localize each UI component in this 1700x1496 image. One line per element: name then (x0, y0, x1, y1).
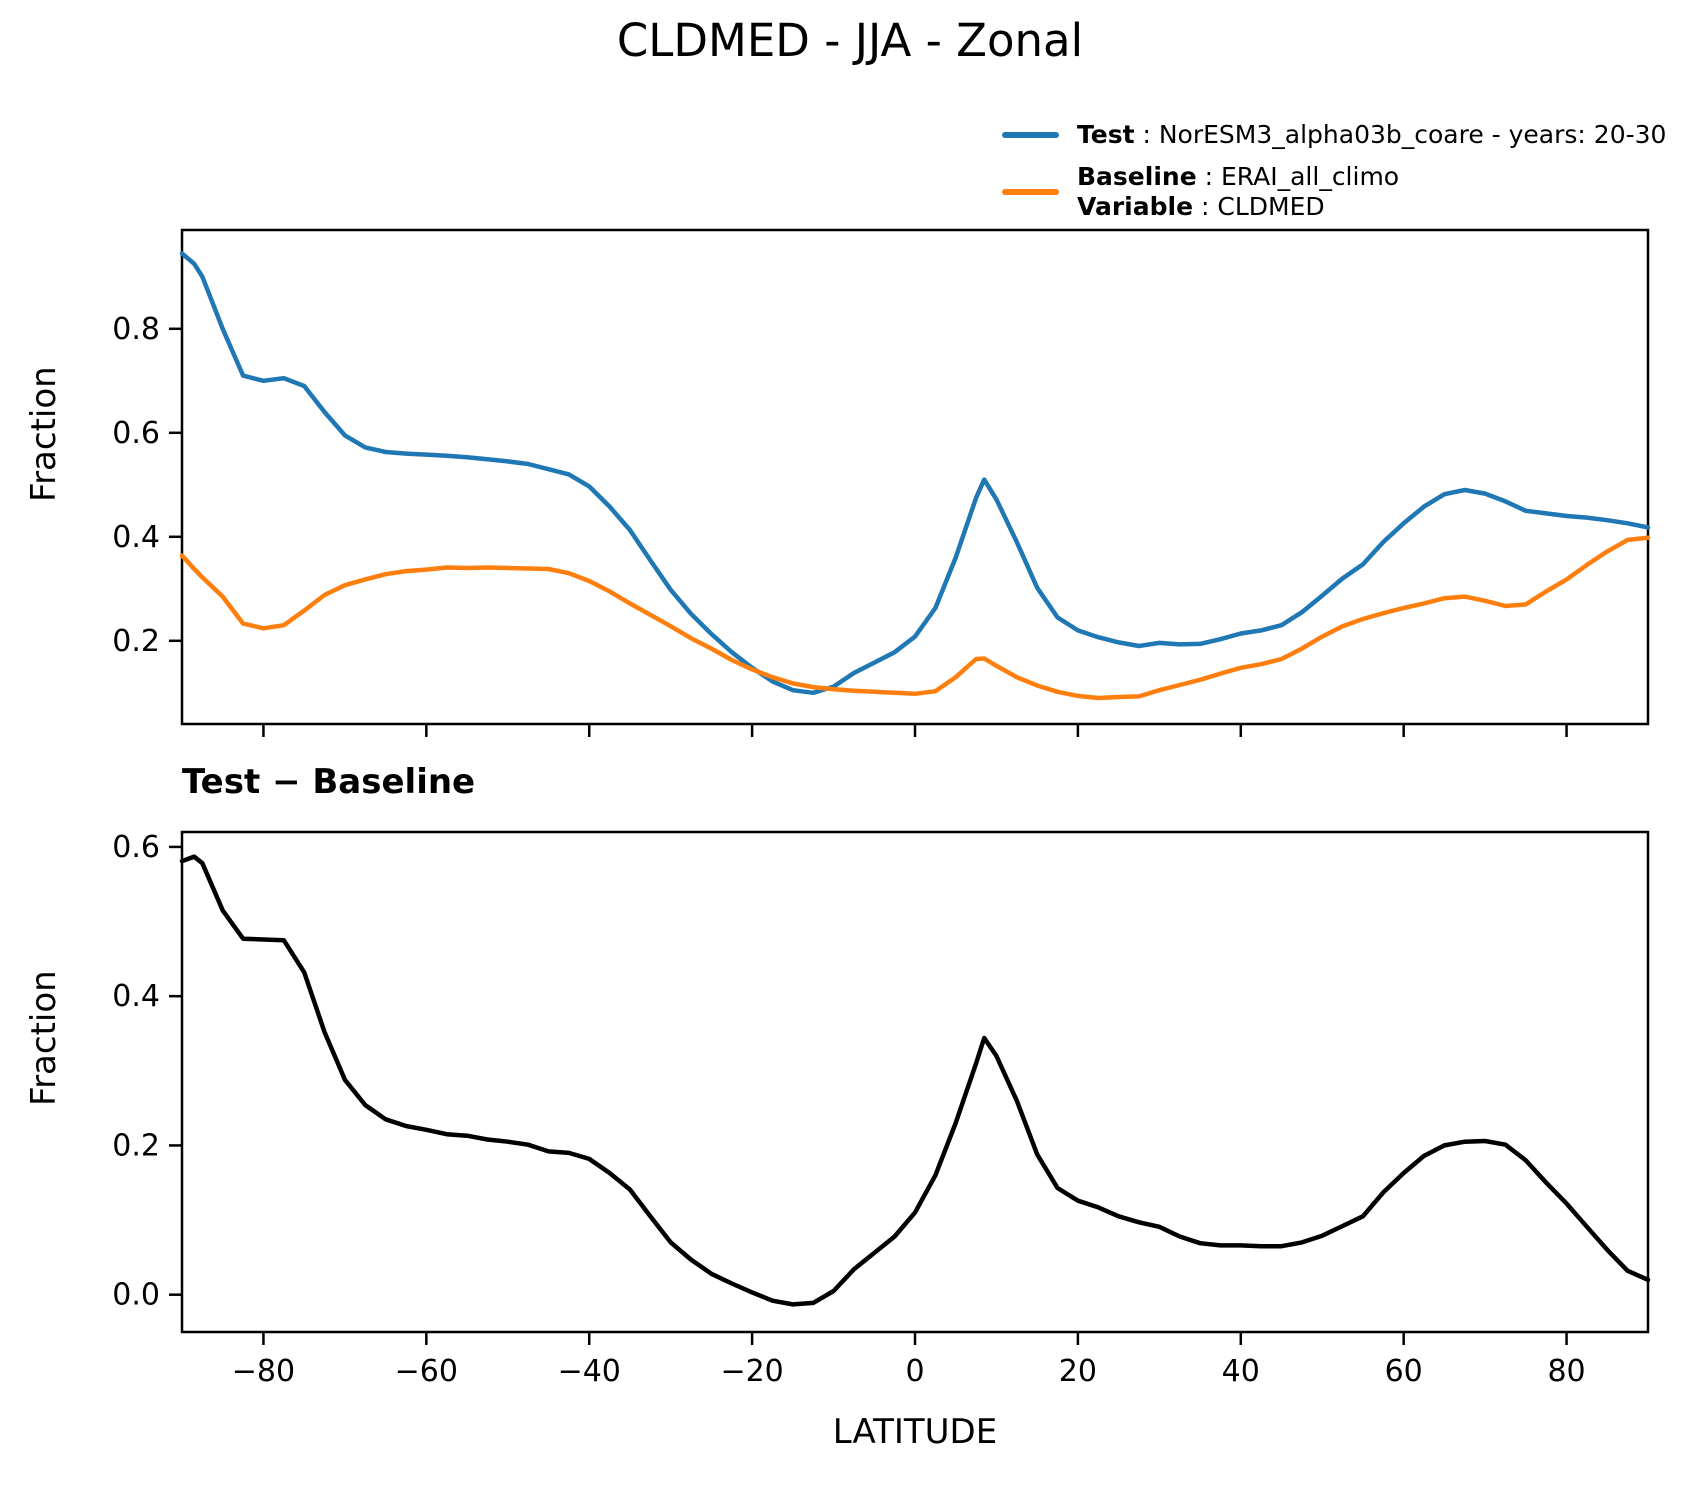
top-y-axis-label: Fraction (24, 366, 64, 502)
legend-test-value: : NorESM3_alpha03b_coare - years: 20-30 (1134, 120, 1667, 149)
top-panel-ytick-label: 0.6 (112, 416, 160, 451)
test-line-swatch (1002, 132, 1059, 138)
legend-baseline-keyword: Baseline (1077, 162, 1197, 191)
bottom-panel-ytick-label: 0.6 (112, 830, 160, 865)
legend: Test : NorESM3_alpha03b_coare - years: 2… (1002, 120, 1666, 234)
figure-title: CLDMED - JJA - Zonal (616, 14, 1084, 67)
top-panel-ytick-label: 0.8 (112, 312, 160, 347)
bottom-panel-xtick-label: −80 (232, 1354, 295, 1389)
legend-baseline-line: Baseline : ERAI_all_climo (1077, 162, 1399, 192)
bottom-panel-xtick-label: 60 (1385, 1354, 1423, 1389)
bottom-panel-xtick-label: −60 (395, 1354, 458, 1389)
legend-variable-value: : CLDMED (1193, 192, 1325, 221)
legend-test-keyword: Test (1077, 120, 1135, 149)
bottom-panel-xtick-label: −40 (558, 1354, 621, 1389)
bottom-panel-frame (180, 830, 1650, 1334)
bottom-y-axis-label: Fraction (24, 970, 64, 1106)
bottom-panel-ytick-label: 0.0 (112, 1278, 160, 1313)
top-panel-ytick-label: 0.2 (112, 624, 160, 659)
bottom-panel-xtick-label: 20 (1059, 1354, 1097, 1389)
top-panel-frame (180, 228, 1650, 726)
bottom-panel-ytick-label: 0.4 (112, 979, 160, 1014)
baseline-line-swatch (1002, 189, 1059, 195)
legend-item-test: Test : NorESM3_alpha03b_coare - years: 2… (1002, 120, 1666, 150)
top-panel-series-1 (179, 535, 1651, 701)
bottom-panel-xtick-label: 0 (905, 1354, 924, 1389)
legend-baseline-value: : ERAI_all_climo (1196, 162, 1400, 191)
legend-variable-keyword: Variable (1077, 192, 1194, 221)
legend-test-label: Test : NorESM3_alpha03b_coare - years: 2… (1077, 120, 1666, 150)
bottom-panel-xtick-label: −20 (720, 1354, 783, 1389)
bottom-panel-xtick-label: 80 (1547, 1354, 1585, 1389)
legend-variable-line: Variable : CLDMED (1077, 192, 1399, 222)
legend-item-baseline: Baseline : ERAI_all_climo Variable : CLD… (1002, 162, 1666, 222)
difference-panel-title: Test − Baseline (182, 762, 476, 802)
x-axis-label: LATITUDE (832, 1412, 998, 1452)
top-panel-series-0 (179, 251, 1651, 696)
top-panel-ytick-label: 0.4 (112, 520, 160, 555)
bottom-panel-ytick-label: 0.2 (112, 1128, 160, 1163)
bottom-panel-series-0 (179, 854, 1651, 1307)
legend-baseline-label: Baseline : ERAI_all_climo Variable : CLD… (1077, 162, 1399, 222)
bottom-panel-xtick-label: 40 (1222, 1354, 1260, 1389)
